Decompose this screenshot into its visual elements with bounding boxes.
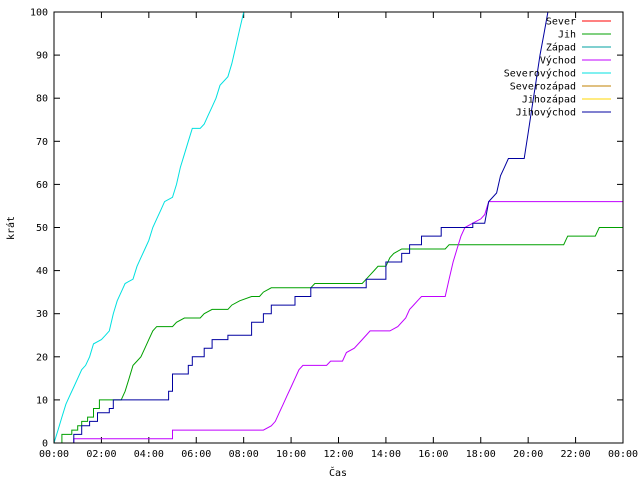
legend-label: Jihovýchod	[516, 107, 576, 119]
x-tick-label: 02:00	[86, 449, 116, 460]
legend-label: Sever	[546, 17, 576, 28]
x-tick-label: 08:00	[229, 449, 259, 460]
series-line-severovychod	[53, 11, 245, 444]
y-tick-label: 20	[36, 352, 48, 363]
y-tick-label: 70	[36, 137, 48, 148]
legend: Sever JihZápadVýchodSeverovýchodSeverozáp…	[504, 17, 611, 119]
plot-frame	[53, 11, 624, 444]
x-tick-label: 14:00	[371, 449, 401, 460]
legend-label: Jihozápad	[522, 94, 576, 106]
x-tick-label: 22:00	[561, 449, 591, 460]
y-tick-label: 90	[36, 51, 48, 62]
x-tick-label: 04:00	[134, 449, 164, 460]
legend-label: Východ	[540, 55, 576, 67]
y-tick-label: 40	[36, 266, 48, 277]
series-line-jihovychod	[54, 11, 549, 444]
series-line-vychod	[73, 201, 623, 443]
y-tick-label: 30	[36, 309, 48, 320]
legend-label: Severozápad	[510, 81, 576, 93]
legend-label: Jih	[558, 30, 576, 41]
y-tick-label: 0	[42, 439, 48, 450]
x-tick-label: 18:00	[466, 449, 496, 460]
y-tick-label: 60	[36, 180, 48, 191]
y-axis-label: krát	[5, 216, 17, 240]
y-tick-labels: 0 10 20 30 40 50 60 70 80 90 100	[30, 8, 48, 450]
series-line-jih	[54, 227, 623, 444]
y-tick-label: 80	[36, 94, 48, 105]
x-tick-label: 20:00	[513, 449, 543, 460]
legend-label: Západ	[546, 42, 576, 54]
x-tick-label: 00:00	[608, 449, 638, 460]
series-lines	[53, 11, 623, 444]
x-tick-label: 00:00	[39, 449, 69, 460]
x-tick-label: 12:00	[323, 449, 353, 460]
y-tick-label: 100	[30, 8, 48, 19]
legend-label: Severovýchod	[504, 68, 576, 80]
x-tick-label: 16:00	[418, 449, 448, 460]
x-tick-label: 10:00	[276, 449, 306, 460]
y-tick-label: 10	[36, 395, 48, 406]
x-tick-labels: 00:00 02:00 04:00 06:00 08:00 10:00 12:00 14:00…	[39, 449, 638, 460]
x-axis-label: Čas	[329, 466, 347, 479]
x-tick-label: 06:00	[181, 449, 211, 460]
y-tick-label: 50	[36, 223, 48, 234]
